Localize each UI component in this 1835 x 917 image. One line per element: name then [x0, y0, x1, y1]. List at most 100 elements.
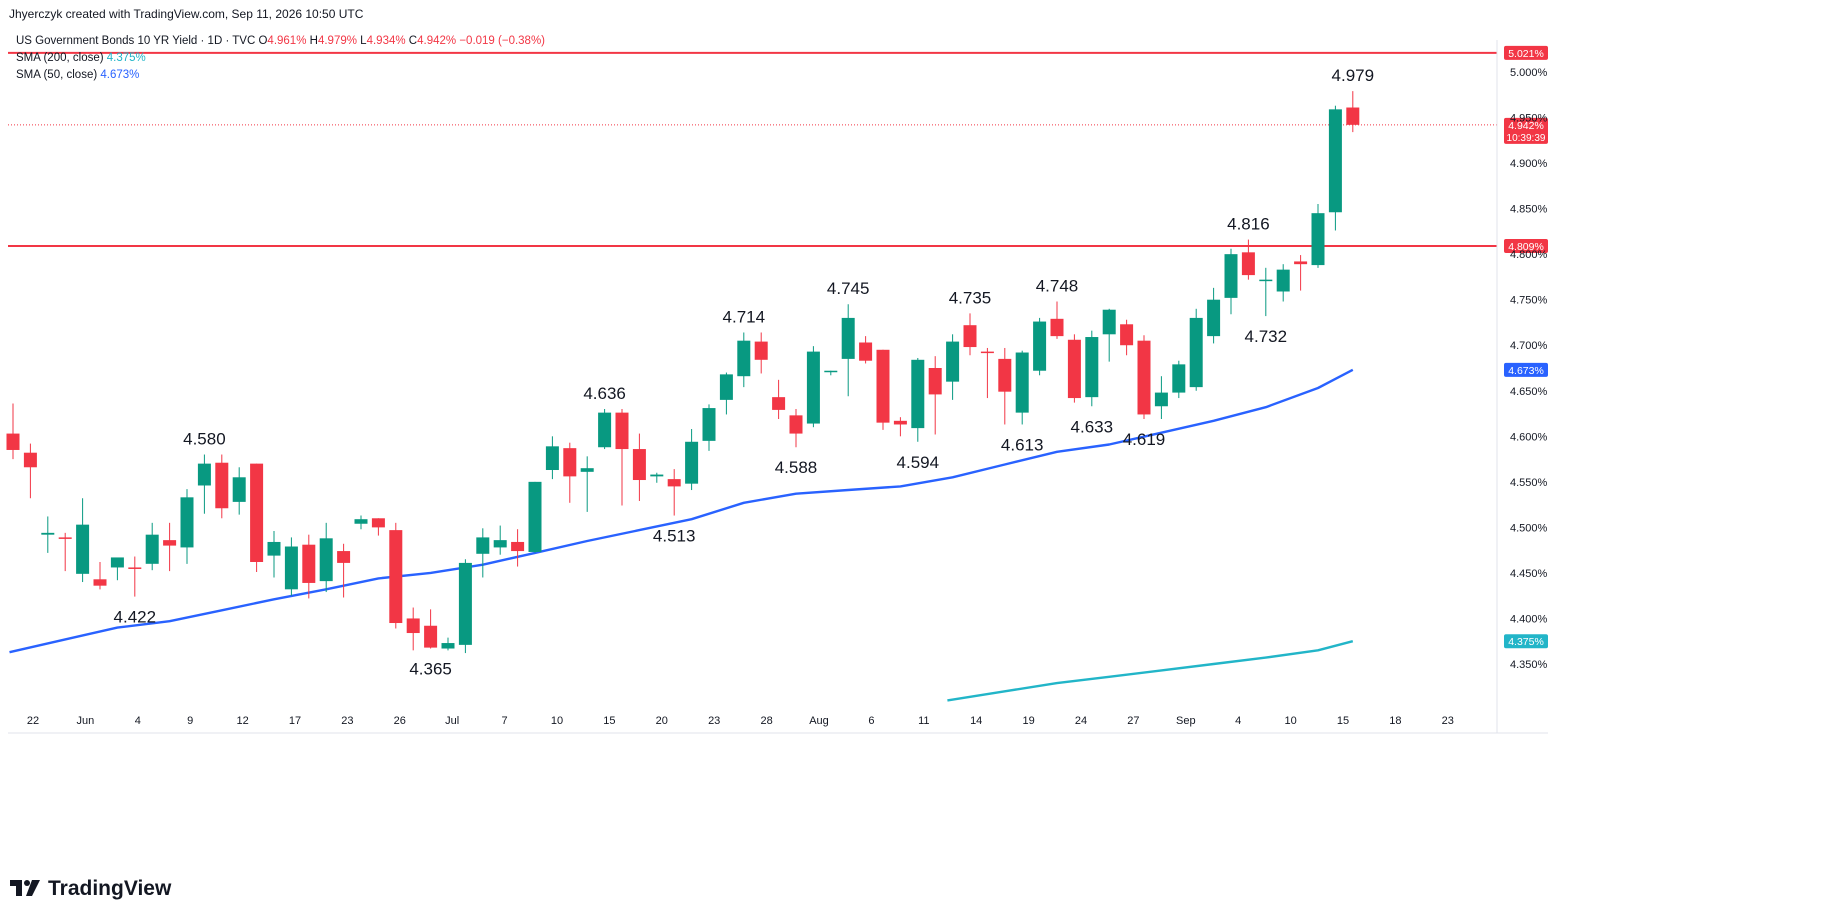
- candle-body: [789, 415, 803, 434]
- candle: [528, 481, 542, 553]
- candle: [93, 561, 107, 590]
- candle-body: [632, 449, 646, 481]
- sma50-line: [9, 368, 1354, 654]
- candle-body: [1067, 339, 1081, 399]
- candle: [1137, 335, 1151, 420]
- x-tick-label: Aug: [809, 715, 829, 727]
- y-tick-label: 4.450%: [1510, 568, 1548, 580]
- sma-price-tag-bg: [1504, 362, 1548, 377]
- candle-body: [1015, 352, 1029, 413]
- candle: [685, 429, 699, 491]
- candle-body: [1241, 252, 1255, 276]
- sma-price-tag: 4.375%: [1508, 636, 1544, 648]
- candle-body: [1207, 299, 1221, 337]
- candle-body: [1154, 392, 1168, 407]
- candle: [267, 531, 281, 578]
- candle-body: [806, 351, 820, 424]
- candle: [1154, 376, 1168, 420]
- candle: [789, 408, 803, 448]
- moving-averages-layer: 4.673% 4.375%: [9, 362, 1548, 702]
- y-tick-label: 4.750%: [1510, 295, 1548, 307]
- candle: [1259, 267, 1273, 317]
- candle: [232, 467, 246, 515]
- x-tick-label: 20: [656, 715, 668, 727]
- x-tick-label: 23: [708, 715, 720, 727]
- candle: [493, 525, 507, 555]
- tradingview-logo-text: TradingView: [48, 877, 172, 900]
- x-tick-label: 9: [187, 715, 193, 727]
- candles-layer: [6, 91, 1360, 654]
- candle-body: [215, 462, 229, 509]
- legend-ohlc-row[interactable]: US Government Bonds 10 YR Yield · 1D · T…: [16, 33, 545, 50]
- x-tick-label: 27: [1127, 715, 1139, 727]
- candle-body: [702, 408, 716, 441]
- price-annotation: 4.365: [409, 660, 452, 679]
- candle: [145, 522, 159, 571]
- candle-body: [754, 341, 768, 360]
- candle-body: [980, 351, 994, 354]
- x-tick-label: 19: [1022, 715, 1034, 727]
- candle-body: [232, 477, 246, 502]
- candle: [58, 532, 72, 572]
- chart-legend: US Government Bonds 10 YR Yield · 1D · T…: [16, 33, 545, 84]
- candle-body: [180, 497, 194, 548]
- price-annotation: 4.513: [653, 527, 696, 546]
- candle: [180, 489, 194, 564]
- candle: [545, 436, 559, 480]
- price-annotation: 4.735: [949, 288, 992, 307]
- symbol-name[interactable]: US Government Bonds 10 YR Yield · 1D · T…: [16, 35, 256, 47]
- candle-body: [424, 625, 438, 648]
- x-tick-label: 28: [760, 715, 772, 727]
- price-annotation: 4.714: [723, 307, 766, 326]
- candle: [1328, 105, 1342, 231]
- candle: [1172, 360, 1186, 399]
- x-tick-label: 4: [135, 715, 141, 727]
- y-tick-label: 4.800%: [1510, 249, 1548, 261]
- x-tick-label: 15: [603, 715, 615, 727]
- change-value: −0.019 (−0.38%): [459, 35, 545, 47]
- candle-body: [250, 463, 264, 562]
- candle-body: [476, 537, 490, 554]
- x-tick-label: 15: [1337, 715, 1349, 727]
- candle: [250, 463, 264, 573]
- candle-body: [580, 468, 594, 472]
- x-tick-label: 4: [1235, 715, 1241, 727]
- candle-body: [284, 546, 298, 590]
- candle: [1207, 287, 1221, 344]
- candle: [563, 442, 577, 503]
- candle-body: [1276, 269, 1290, 292]
- legend-sma200-row[interactable]: SMA (200, close) 4.375%: [16, 50, 545, 67]
- candle-body: [772, 397, 786, 410]
- candle-body: [615, 412, 629, 450]
- y-tick-label: 4.400%: [1510, 613, 1548, 625]
- high-value: 4.979%: [317, 35, 357, 47]
- candle-body: [302, 544, 316, 583]
- candle-body: [859, 342, 873, 361]
- attribution-header: Jhyerczyk created with TradingView.com, …: [9, 7, 364, 21]
- candle: [946, 334, 960, 400]
- x-tick-label: 11: [918, 715, 929, 727]
- x-tick-label: 12: [236, 715, 248, 727]
- candle: [23, 443, 37, 499]
- candle: [841, 304, 855, 397]
- y-tick-label: 4.850%: [1510, 204, 1548, 216]
- candle: [893, 417, 907, 437]
- candle-body: [511, 541, 525, 552]
- candle: [197, 454, 211, 514]
- candle-body: [6, 433, 20, 450]
- sma200-line: [947, 640, 1354, 702]
- candle: [1120, 319, 1134, 356]
- tradingview-logo[interactable]: TradingView: [10, 876, 171, 902]
- candle: [1085, 330, 1099, 407]
- candle-body: [998, 358, 1012, 392]
- price-annotation: 4.748: [1036, 277, 1079, 296]
- y-tick-label: 4.550%: [1510, 477, 1548, 489]
- price-annotation: 4.594: [897, 453, 940, 472]
- candle: [1015, 350, 1029, 425]
- legend-sma50-row[interactable]: SMA (50, close) 4.673%: [16, 67, 545, 84]
- candle: [1311, 204, 1325, 268]
- open-value: 4.961%: [267, 35, 307, 47]
- tradingview-logo-icon: [10, 876, 42, 902]
- candle: [128, 556, 142, 597]
